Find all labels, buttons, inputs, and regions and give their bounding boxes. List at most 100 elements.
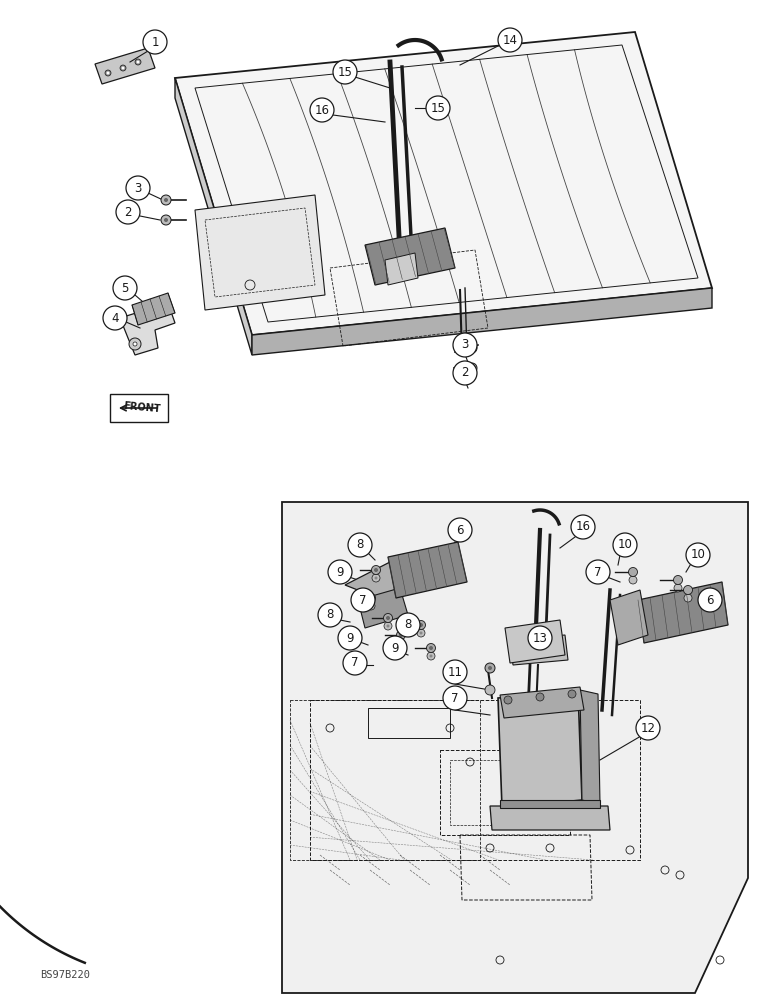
Text: 5: 5 xyxy=(121,282,129,294)
Text: 4: 4 xyxy=(111,312,119,324)
Circle shape xyxy=(427,652,435,660)
Circle shape xyxy=(443,660,467,684)
Circle shape xyxy=(338,626,362,650)
Circle shape xyxy=(698,588,722,612)
Polygon shape xyxy=(132,293,175,325)
Circle shape xyxy=(488,666,492,670)
Circle shape xyxy=(374,576,378,580)
Text: 1: 1 xyxy=(151,35,159,48)
Circle shape xyxy=(485,685,495,695)
Circle shape xyxy=(384,613,392,622)
Circle shape xyxy=(419,632,422,635)
Polygon shape xyxy=(490,806,610,830)
Circle shape xyxy=(426,644,435,652)
Polygon shape xyxy=(500,687,584,718)
Text: 11: 11 xyxy=(448,666,462,678)
Circle shape xyxy=(348,533,372,557)
Circle shape xyxy=(367,602,375,610)
Text: 15: 15 xyxy=(337,66,353,79)
Text: 8: 8 xyxy=(327,608,334,621)
Circle shape xyxy=(586,560,610,584)
Circle shape xyxy=(470,366,474,370)
Circle shape xyxy=(113,276,137,300)
Circle shape xyxy=(137,60,140,64)
Polygon shape xyxy=(500,800,600,808)
Polygon shape xyxy=(638,582,728,643)
Text: 13: 13 xyxy=(533,632,547,645)
Circle shape xyxy=(429,646,433,650)
Circle shape xyxy=(419,623,423,627)
Polygon shape xyxy=(175,32,712,335)
Circle shape xyxy=(133,342,137,346)
Polygon shape xyxy=(580,690,600,804)
Polygon shape xyxy=(498,690,582,808)
Circle shape xyxy=(498,28,522,52)
Polygon shape xyxy=(282,502,748,993)
Circle shape xyxy=(103,306,127,330)
Text: FRONT: FRONT xyxy=(123,401,161,415)
Circle shape xyxy=(673,576,682,584)
Circle shape xyxy=(396,613,420,637)
Circle shape xyxy=(399,633,403,637)
Circle shape xyxy=(161,195,171,205)
Text: 9: 9 xyxy=(337,566,344,578)
Circle shape xyxy=(120,65,126,71)
Circle shape xyxy=(628,568,638,576)
Polygon shape xyxy=(345,562,430,600)
Text: 15: 15 xyxy=(431,102,445,114)
Circle shape xyxy=(684,594,692,602)
Circle shape xyxy=(328,560,352,584)
Circle shape xyxy=(504,696,512,704)
Circle shape xyxy=(161,215,171,225)
Circle shape xyxy=(135,59,141,65)
Circle shape xyxy=(370,604,373,607)
Text: 6: 6 xyxy=(456,524,464,536)
Polygon shape xyxy=(252,288,712,355)
Circle shape xyxy=(121,66,124,70)
Circle shape xyxy=(397,639,405,647)
Circle shape xyxy=(367,593,375,602)
Text: 10: 10 xyxy=(618,538,632,552)
Circle shape xyxy=(374,568,378,572)
Circle shape xyxy=(343,651,367,675)
Circle shape xyxy=(369,596,373,600)
Circle shape xyxy=(485,663,495,673)
Text: 7: 7 xyxy=(359,593,367,606)
Circle shape xyxy=(613,533,637,557)
Circle shape xyxy=(417,620,425,630)
Text: 10: 10 xyxy=(691,548,706,562)
Text: 16: 16 xyxy=(314,104,330,116)
Circle shape xyxy=(383,636,407,660)
Text: BS97B220: BS97B220 xyxy=(40,970,90,980)
Polygon shape xyxy=(195,195,325,310)
Circle shape xyxy=(536,693,544,701)
Polygon shape xyxy=(388,542,467,598)
Text: 9: 9 xyxy=(391,642,399,654)
Text: 3: 3 xyxy=(134,182,142,194)
Text: 2: 2 xyxy=(461,366,469,379)
Circle shape xyxy=(467,363,477,373)
Text: 7: 7 xyxy=(351,656,359,670)
Circle shape xyxy=(116,200,140,224)
Polygon shape xyxy=(358,588,408,628)
Circle shape xyxy=(143,30,167,54)
Circle shape xyxy=(528,626,552,650)
Circle shape xyxy=(397,631,405,640)
Circle shape xyxy=(629,576,637,584)
Circle shape xyxy=(417,629,425,637)
Circle shape xyxy=(129,338,141,350)
Circle shape xyxy=(351,588,375,612)
Circle shape xyxy=(399,642,402,645)
Text: 12: 12 xyxy=(641,722,655,734)
Text: 6: 6 xyxy=(706,593,714,606)
Circle shape xyxy=(164,218,168,222)
Circle shape xyxy=(467,343,477,353)
Circle shape xyxy=(453,333,477,357)
Circle shape xyxy=(105,70,111,76)
Circle shape xyxy=(636,716,660,740)
Polygon shape xyxy=(365,228,455,285)
Text: 2: 2 xyxy=(124,206,132,219)
Circle shape xyxy=(333,60,357,84)
Text: 7: 7 xyxy=(452,692,459,704)
Polygon shape xyxy=(370,245,420,280)
